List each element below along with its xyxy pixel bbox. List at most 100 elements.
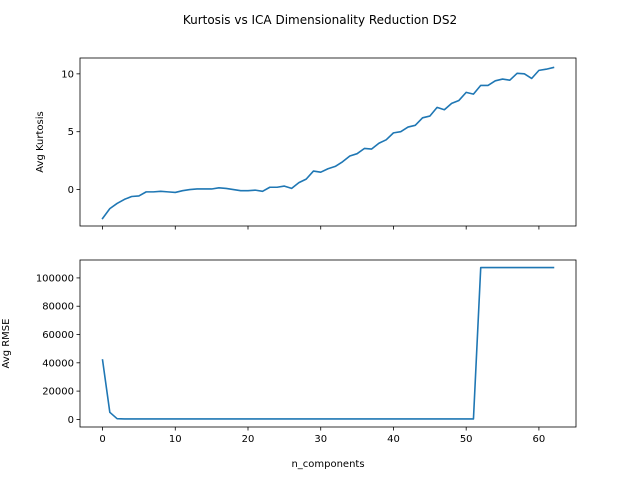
kurtosis-data-point	[553, 67, 554, 68]
kurtosis-data-point	[524, 73, 525, 74]
rmse-data-point	[182, 418, 183, 419]
kurtosis-data-point	[356, 153, 357, 154]
kurtosis-data-point	[502, 78, 503, 79]
rmse-data-point	[400, 418, 401, 419]
kurtosis-data-point	[444, 109, 445, 110]
rmse-data-point	[531, 267, 532, 268]
rmse-data-point	[240, 418, 241, 419]
rmse-data-point	[102, 359, 103, 360]
rmse-data-point	[444, 418, 445, 419]
kurtosis-data-point	[291, 188, 292, 189]
rmse-data-point	[371, 418, 372, 419]
rmse-data-point	[146, 418, 147, 419]
rmse-data-point	[116, 418, 117, 419]
kurtosis-data-point	[255, 190, 256, 191]
rmse-data-point	[189, 418, 190, 419]
rmse-data-point	[306, 418, 307, 419]
rmse-data-point	[422, 418, 423, 419]
kurtosis-data-point	[473, 93, 474, 94]
rmse-data-point	[407, 418, 408, 419]
kurtosis-data-point	[175, 192, 176, 193]
rmse-data-point	[473, 418, 474, 419]
kurtosis-data-point	[393, 132, 394, 133]
rmse-data-point	[335, 418, 336, 419]
rmse-data-point	[393, 418, 394, 419]
kurtosis-data-point	[124, 199, 125, 200]
kurtosis-subplot: 0 5 10 Avg Kurtosis	[35, 57, 577, 230]
rmse-data-point	[509, 267, 510, 268]
rmse-data-point	[553, 267, 554, 268]
kurtosis-data-point	[335, 166, 336, 167]
kurtosis-data-point	[189, 189, 190, 190]
kurtosis-data-point	[436, 107, 437, 108]
kurtosis-data-point	[466, 92, 467, 93]
rmse-data-point	[138, 418, 139, 419]
kurtosis-data-point	[320, 172, 321, 173]
kurtosis-plot-frame	[79, 57, 577, 227]
rmse-data-point	[364, 418, 365, 419]
rmse-data-point	[204, 418, 205, 419]
kurtosis-data-point	[306, 179, 307, 180]
kurtosis-data-point	[480, 85, 481, 86]
rmse-data-point	[255, 418, 256, 419]
rmse-data-point	[262, 418, 263, 419]
rmse-x-tick-label: 60	[533, 434, 546, 445]
rmse-x-tick-label: 20	[242, 434, 255, 445]
rmse-y-tick-label: 60000	[42, 330, 74, 341]
rmse-subplot: 0 10 20 30 40 50 60 0 20000 40000 60000 80000 100000…	[1, 259, 577, 445]
rmse-data-point	[458, 418, 459, 419]
kurtosis-data-point	[495, 80, 496, 81]
rmse-data-point	[466, 418, 467, 419]
rmse-data-point	[211, 418, 212, 419]
rmse-plot-frame	[79, 259, 577, 428]
kurtosis-y-axis-label: Avg Kurtosis	[35, 111, 46, 172]
kurtosis-data-point	[313, 170, 314, 171]
kurtosis-data-point	[284, 185, 285, 186]
kurtosis-data-point	[364, 148, 365, 149]
kurtosis-data-point	[487, 85, 488, 86]
kurtosis-data-point	[276, 187, 277, 188]
kurtosis-data-point	[298, 182, 299, 183]
rmse-data-point	[276, 418, 277, 419]
rmse-y-tick-label: 40000	[42, 358, 74, 369]
rmse-data-point	[342, 418, 343, 419]
rmse-y-tick-label: 100000	[36, 273, 74, 284]
x-axis-label: n_components	[291, 459, 364, 470]
rmse-data-point	[291, 418, 292, 419]
rmse-data-point	[247, 418, 248, 419]
rmse-data-point	[226, 418, 227, 419]
rmse-y-tick-label: 80000	[42, 302, 74, 313]
rmse-x-tick-label: 10	[169, 434, 182, 445]
rmse-data-point	[233, 418, 234, 419]
rmse-data-point	[451, 418, 452, 419]
rmse-y-tick-label: 20000	[42, 387, 74, 398]
rmse-y-axis-label: Avg RMSE	[1, 319, 12, 369]
kurtosis-data-point	[211, 188, 212, 189]
kurtosis-data-point	[240, 190, 241, 191]
rmse-data-point	[269, 418, 270, 419]
kurtosis-data-point	[102, 218, 103, 219]
kurtosis-data-point	[138, 195, 139, 196]
rmse-data-point	[378, 418, 379, 419]
kurtosis-data-point	[269, 187, 270, 188]
kurtosis-data-point	[386, 139, 387, 140]
rmse-data-point	[386, 418, 387, 419]
rmse-data-point	[298, 418, 299, 419]
rmse-data-point	[502, 267, 503, 268]
rmse-data-point	[516, 267, 517, 268]
kurtosis-data-point	[400, 131, 401, 132]
kurtosis-data-point	[415, 125, 416, 126]
kurtosis-data-point	[262, 191, 263, 192]
rmse-data-point	[546, 267, 547, 268]
rmse-data-point	[495, 267, 496, 268]
kurtosis-data-point	[109, 208, 110, 209]
kurtosis-data-point	[538, 70, 539, 71]
kurtosis-data-point	[546, 69, 547, 70]
rmse-data-point	[313, 418, 314, 419]
rmse-data-point	[153, 418, 154, 419]
kurtosis-data-point	[407, 126, 408, 127]
rmse-data-point	[429, 418, 430, 419]
rmse-data-point	[415, 418, 416, 419]
rmse-data-point	[356, 418, 357, 419]
